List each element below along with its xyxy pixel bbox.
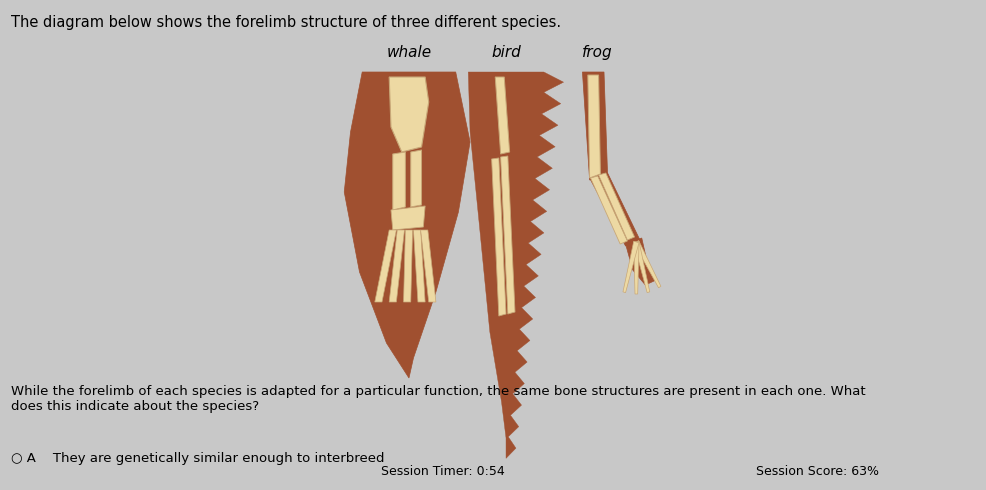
Polygon shape [591,176,627,244]
Polygon shape [375,230,396,302]
Text: While the forelimb of each species is adapted for a particular function, the sam: While the forelimb of each species is ad… [11,385,866,413]
Polygon shape [389,77,429,152]
Polygon shape [623,241,639,293]
Polygon shape [411,150,422,207]
Text: Session Timer: 0:54: Session Timer: 0:54 [382,465,505,478]
Polygon shape [391,206,425,230]
Polygon shape [392,152,405,210]
Polygon shape [634,242,639,294]
Text: The diagram below shows the forelimb structure of three different species.: The diagram below shows the forelimb str… [11,15,561,30]
Polygon shape [403,230,412,302]
Polygon shape [583,72,607,180]
Polygon shape [588,75,600,178]
Polygon shape [590,173,640,246]
Text: ○ A    They are genetically similar enough to interbreed: ○ A They are genetically similar enough … [11,452,385,465]
Text: whale: whale [387,45,432,60]
Polygon shape [389,230,404,302]
Polygon shape [413,230,425,302]
Text: Session Score: 63%: Session Score: 63% [756,465,880,478]
Polygon shape [492,158,506,316]
Polygon shape [634,241,650,293]
Polygon shape [421,230,436,302]
Polygon shape [468,72,564,458]
Polygon shape [634,241,661,288]
Text: bird: bird [491,45,521,60]
Polygon shape [599,173,635,240]
Polygon shape [501,156,515,314]
Polygon shape [495,77,510,154]
Text: frog: frog [583,45,613,60]
Polygon shape [344,72,470,378]
Polygon shape [625,238,656,285]
